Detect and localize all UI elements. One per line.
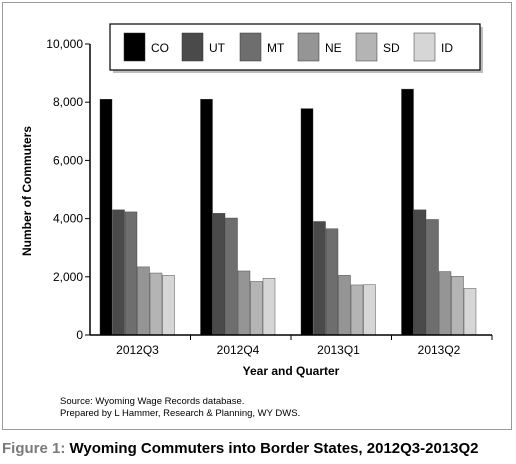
bar-id-2012q3	[162, 275, 175, 336]
figure-frame	[2, 2, 512, 430]
y-tick-label: 6,000	[53, 153, 83, 167]
bars	[99, 88, 477, 336]
figure-title: Wyoming Commuters into Border States, 20…	[65, 440, 479, 457]
x-tick-label: 2012Q4	[217, 343, 260, 357]
bar-ut-2012q3	[112, 209, 125, 336]
figure-caption: Figure 1: Wyoming Commuters into Border …	[2, 440, 479, 457]
legend-swatch-co	[123, 32, 146, 62]
bar-co-2012q4	[200, 99, 213, 336]
x-tick-label: 2013Q2	[418, 343, 461, 357]
bar-co-2013q1	[300, 108, 314, 336]
bar-ne-2012q3	[137, 266, 150, 336]
x-axis-title: Year and Quarter	[243, 364, 340, 378]
legend-label-ut: UT	[209, 41, 226, 55]
bar-ut-2013q1	[313, 221, 326, 336]
bar-mt-2012q4	[225, 217, 238, 336]
y-tick-label: 0	[76, 328, 83, 342]
prepared-by-line: Prepared by L Hammer, Research & Plannin…	[60, 408, 301, 419]
bar-ut-2012q4	[212, 213, 226, 336]
legend-label-mt: MT	[267, 41, 285, 55]
source-line: Source: Wyoming Wage Records database.	[60, 396, 245, 407]
bar-sd-2013q2	[451, 276, 464, 336]
legend-label-sd: SD	[383, 41, 400, 55]
bar-mt-2013q2	[426, 219, 439, 336]
legend-swatch-ut	[181, 32, 204, 62]
bar-ne-2012q4	[237, 270, 251, 336]
bar-id-2013q2	[463, 288, 477, 336]
bar-ut-2013q2	[413, 209, 427, 336]
legend-swatch-sd	[355, 32, 378, 62]
legend-swatch-mt	[239, 32, 262, 62]
y-axis-ticks: 0 2,000 4,000 6,000 8,000 10,000	[46, 37, 90, 342]
legend: CO UT MT NE SD ID	[109, 23, 483, 73]
x-axis-tick-labels: 2012Q3 2012Q4 2013Q1 2013Q2	[116, 335, 493, 357]
legend-label-co: CO	[151, 41, 169, 55]
legend-swatch-ne	[297, 32, 320, 62]
bar-ne-2013q2	[438, 271, 452, 336]
figure-number: Figure 1:	[2, 440, 66, 457]
y-tick-label: 4,000	[53, 212, 83, 226]
bar-ne-2013q1	[338, 275, 351, 336]
source-note: Source: Wyoming Wage Records database. P…	[60, 396, 300, 420]
legend-label-id: ID	[441, 41, 453, 55]
bar-mt-2012q3	[124, 211, 138, 336]
bar-id-2012q4	[262, 278, 276, 336]
legend-swatch-id	[413, 32, 436, 62]
bar-id-2013q1	[363, 284, 376, 336]
bar-sd-2013q1	[350, 284, 364, 336]
x-tick-label: 2012Q3	[116, 343, 159, 357]
y-axis-title: Number of Commuters	[20, 126, 34, 256]
y-tick-label: 10,000	[46, 37, 83, 51]
legend-label-ne: NE	[325, 41, 342, 55]
x-tick-label: 2013Q1	[317, 343, 360, 357]
bar-co-2013q2	[401, 88, 414, 336]
y-tick-label: 2,000	[53, 270, 83, 284]
bar-sd-2012q3	[149, 272, 163, 336]
bar-co-2012q3	[99, 99, 113, 336]
bar-mt-2013q1	[325, 228, 339, 336]
y-tick-label: 8,000	[53, 95, 83, 109]
bar-sd-2012q4	[250, 281, 263, 336]
